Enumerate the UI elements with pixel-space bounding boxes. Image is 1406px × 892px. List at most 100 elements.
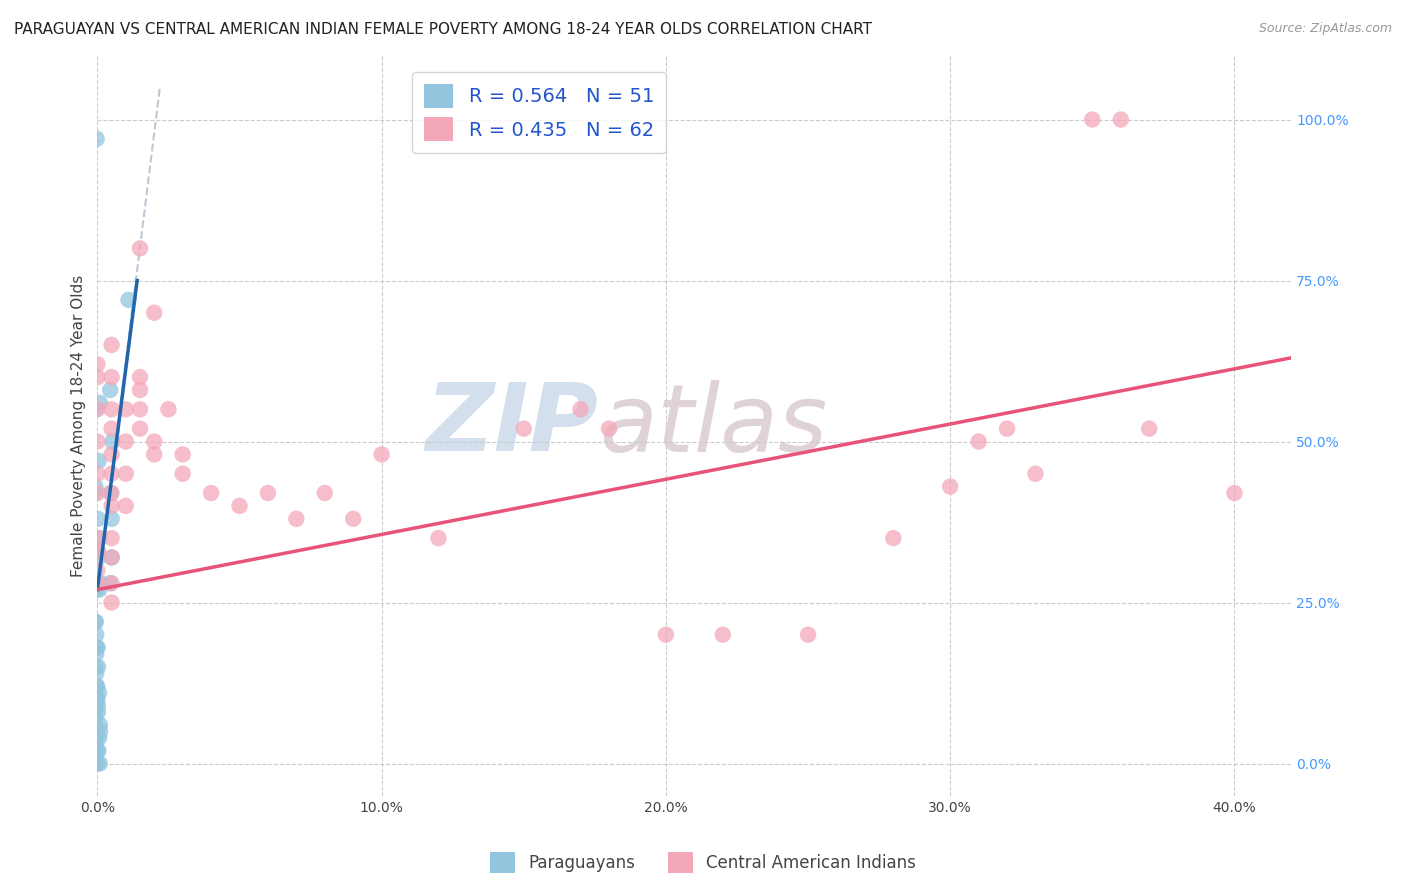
Point: [129, 241, 152, 255]
Point: [172, 467, 194, 481]
Point: [342, 512, 364, 526]
Y-axis label: Female Poverty Among 18-24 Year Olds: Female Poverty Among 18-24 Year Olds: [72, 275, 86, 576]
Point: [143, 447, 166, 461]
Point: [86, 640, 108, 655]
Point: [98, 383, 121, 397]
Point: [1081, 112, 1104, 127]
Point: [89, 396, 111, 410]
Point: [100, 531, 122, 545]
Point: [89, 531, 111, 545]
Point: [84, 750, 107, 764]
Point: [84, 647, 107, 661]
Point: [100, 370, 122, 384]
Point: [84, 628, 107, 642]
Point: [143, 306, 166, 320]
Point: [143, 434, 166, 449]
Point: [86, 563, 108, 577]
Point: [100, 402, 122, 417]
Point: [86, 640, 108, 655]
Point: [83, 718, 105, 732]
Point: [83, 756, 105, 771]
Point: [967, 434, 990, 449]
Point: [1109, 112, 1132, 127]
Point: [84, 480, 107, 494]
Text: atlas: atlas: [599, 380, 827, 471]
Point: [711, 628, 734, 642]
Point: [84, 615, 107, 629]
Point: [87, 731, 110, 745]
Point: [86, 357, 108, 371]
Point: [86, 434, 108, 449]
Point: [1024, 467, 1046, 481]
Point: [157, 402, 180, 417]
Point: [427, 531, 450, 545]
Point: [598, 422, 620, 436]
Point: [100, 576, 122, 591]
Point: [84, 737, 107, 751]
Point: [100, 486, 122, 500]
Point: [101, 434, 124, 449]
Point: [87, 705, 110, 719]
Point: [569, 402, 592, 417]
Point: [129, 370, 152, 384]
Point: [89, 756, 111, 771]
Point: [86, 467, 108, 481]
Point: [86, 679, 108, 693]
Text: ZIP: ZIP: [426, 379, 599, 471]
Point: [86, 576, 108, 591]
Point: [172, 447, 194, 461]
Point: [87, 660, 110, 674]
Point: [513, 422, 536, 436]
Point: [87, 698, 110, 713]
Point: [98, 576, 121, 591]
Point: [86, 402, 108, 417]
Point: [114, 402, 136, 417]
Point: [83, 486, 105, 500]
Point: [87, 686, 110, 700]
Point: [84, 666, 107, 681]
Point: [114, 434, 136, 449]
Point: [86, 370, 108, 384]
Point: [100, 467, 122, 481]
Point: [101, 550, 124, 565]
Point: [117, 293, 139, 307]
Point: [87, 512, 110, 526]
Point: [1137, 422, 1160, 436]
Point: [86, 692, 108, 706]
Point: [87, 454, 110, 468]
Point: [995, 422, 1018, 436]
Point: [655, 628, 678, 642]
Point: [1223, 486, 1246, 500]
Point: [100, 499, 122, 513]
Point: [86, 679, 108, 693]
Point: [370, 447, 392, 461]
Point: [100, 595, 122, 609]
Point: [89, 724, 111, 739]
Point: [83, 563, 105, 577]
Point: [87, 544, 110, 558]
Point: [86, 756, 108, 771]
Point: [882, 531, 904, 545]
Point: [100, 447, 122, 461]
Point: [86, 544, 108, 558]
Point: [939, 480, 962, 494]
Text: Source: ZipAtlas.com: Source: ZipAtlas.com: [1258, 22, 1392, 36]
Point: [87, 550, 110, 565]
Point: [86, 531, 108, 545]
Point: [797, 628, 820, 642]
Point: [114, 467, 136, 481]
Point: [84, 582, 107, 597]
Point: [129, 422, 152, 436]
Point: [100, 338, 122, 352]
Point: [83, 705, 105, 719]
Point: [84, 660, 107, 674]
Point: [285, 512, 308, 526]
Point: [86, 486, 108, 500]
Point: [84, 692, 107, 706]
Point: [84, 615, 107, 629]
Point: [200, 486, 222, 500]
Point: [100, 550, 122, 565]
Point: [114, 499, 136, 513]
Point: [228, 499, 250, 513]
Text: PARAGUAYAN VS CENTRAL AMERICAN INDIAN FEMALE POVERTY AMONG 18-24 YEAR OLDS CORRE: PARAGUAYAN VS CENTRAL AMERICAN INDIAN FE…: [14, 22, 872, 37]
